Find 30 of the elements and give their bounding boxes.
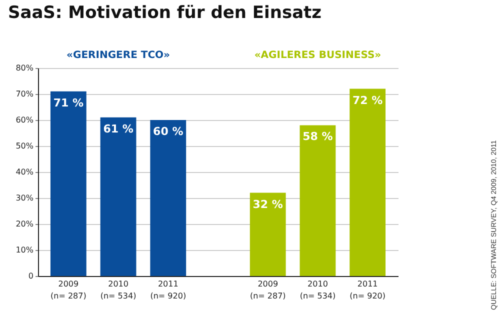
y-tick-label: 40% bbox=[16, 168, 34, 176]
y-tick-label: 10% bbox=[16, 246, 34, 254]
x-tick-label: 2010 (n= 534) bbox=[100, 280, 136, 300]
x-tick-label: 2011 (n= 920) bbox=[350, 280, 386, 300]
chart-title: SaaS: Motivation für den Einsatz bbox=[8, 3, 322, 23]
x-tick-label: 2011 (n= 920) bbox=[150, 280, 186, 300]
bar bbox=[350, 88, 386, 276]
bar bbox=[50, 91, 86, 276]
bar bbox=[250, 192, 286, 276]
y-tick-label: 0 bbox=[28, 272, 34, 280]
y-tick-label: 20% bbox=[16, 220, 34, 228]
bar bbox=[150, 120, 186, 276]
bar bbox=[300, 125, 336, 276]
y-tick-label: 70% bbox=[16, 90, 34, 98]
data-label: 60 % bbox=[153, 125, 184, 138]
data-label: 61 % bbox=[103, 122, 134, 136]
data-label: 32 % bbox=[252, 198, 283, 211]
x-tick-label: 2010 (n= 534) bbox=[300, 280, 336, 300]
text: «GERINGERE TCO» bbox=[66, 50, 170, 61]
text: «AGILERES BUSINESS» bbox=[254, 50, 382, 61]
y-tick-label: 60% bbox=[16, 116, 34, 124]
x-tick-label: 2009 (n= 287) bbox=[250, 280, 286, 300]
y-tick-label: 30% bbox=[16, 194, 34, 202]
data-label: 72 % bbox=[352, 94, 383, 107]
y-tick-label: 50% bbox=[16, 142, 34, 150]
data-label: 58 % bbox=[302, 130, 333, 144]
y-tick-label: 80% bbox=[16, 64, 34, 72]
x-tick-label: 2009 (n= 287) bbox=[50, 280, 86, 300]
data-label: 71 % bbox=[53, 96, 84, 110]
bar bbox=[100, 117, 136, 276]
